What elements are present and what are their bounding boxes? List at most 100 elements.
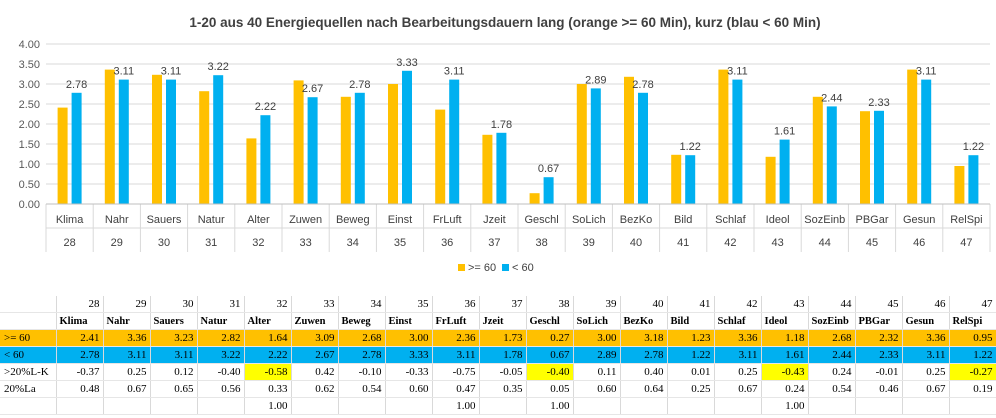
bar-short <box>213 75 224 204</box>
data-label: 2.33 <box>868 97 889 109</box>
x-tick-number: 28 <box>63 237 75 249</box>
table-cell: -0.58 <box>244 363 292 381</box>
legend-label-blue: < 60 <box>512 262 534 274</box>
table-cell: 0.46 <box>855 380 903 398</box>
table-cell: SozEinb <box>808 312 856 330</box>
table-cell <box>808 397 856 415</box>
table-cell: -0.75 <box>432 363 480 381</box>
table-cell: 1.22 <box>949 346 996 364</box>
x-tick-label: RelSpi <box>950 214 982 226</box>
data-label: 2.78 <box>349 79 370 91</box>
x-tick-label: Sauers <box>147 214 182 226</box>
bar-long <box>954 166 965 204</box>
table-cell: 1.61 <box>761 346 809 364</box>
table-cell: 0.11 <box>573 363 621 381</box>
x-tick-label: Schlaf <box>715 214 747 226</box>
table-cell: FrLuft <box>432 312 480 330</box>
bar-long <box>199 91 210 204</box>
bar-short <box>307 97 318 204</box>
bar-long <box>293 80 304 204</box>
bar-short <box>590 88 601 204</box>
data-label: 3.11 <box>444 66 465 78</box>
table-cell: 40 <box>620 296 668 313</box>
legend-swatch-orange <box>458 264 465 271</box>
bar-long <box>104 69 115 204</box>
table-cell: 2.33 <box>855 346 903 364</box>
bar-short <box>543 177 554 204</box>
table-cell <box>103 397 151 415</box>
table-cell: 28 <box>56 296 104 313</box>
x-tick-number: 34 <box>347 237 359 249</box>
bar-short <box>779 139 790 204</box>
table-cell: Alter <box>244 312 292 330</box>
x-tick-number: 30 <box>158 237 170 249</box>
bar-short <box>685 155 696 204</box>
table-cell <box>150 397 198 415</box>
table-cell: 3.11 <box>902 346 950 364</box>
table-cell <box>949 397 996 415</box>
data-label: 3.22 <box>207 61 228 73</box>
table-cell: -0.43 <box>761 363 809 381</box>
table-cell: Bild <box>667 312 715 330</box>
table-cell: 2.78 <box>56 346 104 364</box>
table-cell: 0.25 <box>714 363 762 381</box>
table-cell: Beweg <box>338 312 386 330</box>
bar-short <box>118 79 129 204</box>
data-label: 1.61 <box>774 126 795 138</box>
y-tick-label: 2.00 <box>19 119 40 131</box>
data-table-area: 28 29 30 31 32 33 34 35 36 37 38 39 40 41 42 43 44 45 46 47… <box>0 296 996 418</box>
data-label: 3.33 <box>396 57 417 69</box>
data-label: 3.11 <box>161 66 182 78</box>
table-cell: 0.67 <box>526 346 574 364</box>
x-tick-number: 36 <box>441 237 453 249</box>
bar-short <box>166 79 176 204</box>
bar-short <box>638 92 648 204</box>
x-tick-number: 39 <box>583 237 595 249</box>
table-cell: 1.73 <box>479 329 527 347</box>
table-cell: 0.67 <box>902 380 950 398</box>
table-cell <box>620 397 668 415</box>
table-cell: SoLich <box>573 312 621 330</box>
table-cell: RelSpi <box>949 312 996 330</box>
x-tick-number: 37 <box>488 237 500 249</box>
x-tick-number: 47 <box>960 237 972 249</box>
table-cell: 0.12 <box>150 363 198 381</box>
table-cell: 0.67 <box>103 380 151 398</box>
table-cell <box>338 397 386 415</box>
bar-long <box>529 193 540 204</box>
y-tick-label: 3.00 <box>19 79 40 91</box>
table-cell: 2.41 <box>56 329 104 347</box>
table-cell: 29 <box>103 296 151 313</box>
table-cell: 1.18 <box>761 329 809 347</box>
bar-long <box>812 96 823 204</box>
table-cell: 3.11 <box>714 346 762 364</box>
table-cell: 0.25 <box>103 363 151 381</box>
bar-long <box>718 69 729 204</box>
x-tick-label: Beweg <box>336 214 370 226</box>
table-cell: -0.37 <box>56 363 104 381</box>
legend: >= 60 < 60 <box>458 262 534 274</box>
table-cell: 0.56 <box>197 380 245 398</box>
x-tick-number: 35 <box>394 237 406 249</box>
table-row: >= 60 2.41 3.36 3.23 2.82 1.64 3.09 2.68 3.00 2.3… <box>0 329 996 347</box>
axis-layer: 0.00 0.50 1.00 1.50 2.00 2.50 3.00 3.50 4.00 Klim… <box>19 39 990 249</box>
data-label: 2.44 <box>821 92 842 104</box>
table-cell: 32 <box>244 296 292 313</box>
table-cell: 0.40 <box>620 363 668 381</box>
table-cell: -0.40 <box>197 363 245 381</box>
table-cell: 2.82 <box>197 329 245 347</box>
table-cell: 41 <box>667 296 715 313</box>
table-cell <box>902 397 950 415</box>
bar-long <box>482 134 493 204</box>
table-cell: 35 <box>385 296 433 313</box>
bar-long <box>152 74 162 204</box>
table-cell <box>573 397 621 415</box>
table-cell: 0.95 <box>949 329 996 347</box>
x-tick-label: Jzeit <box>483 214 506 226</box>
table-cell: 33 <box>291 296 339 313</box>
table-cell <box>479 397 527 415</box>
y-tick-label: 4.00 <box>19 39 40 51</box>
legend-swatch-blue <box>502 264 509 271</box>
table-cell: 38 <box>526 296 574 313</box>
bar-long <box>388 84 398 204</box>
